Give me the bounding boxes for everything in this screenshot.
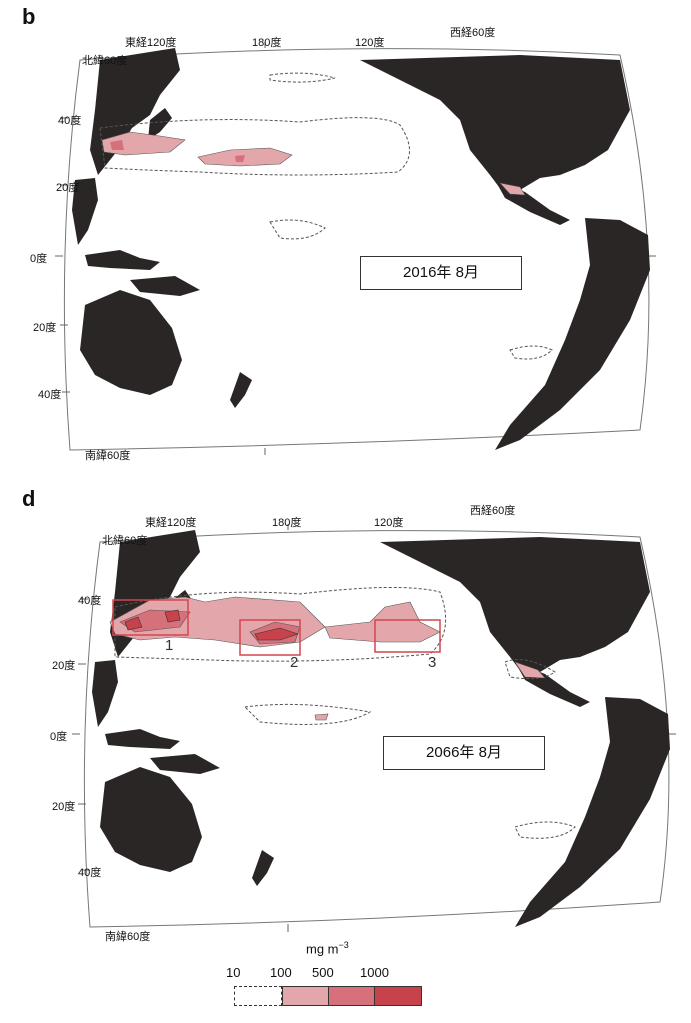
panel-letter: b [22, 4, 36, 29]
panel-letter: d [22, 486, 36, 511]
lat-label-60n: 北緯60度 [82, 55, 128, 67]
level-1000-mid [254, 627, 299, 641]
lon-label-120e: 東経120度 [125, 37, 177, 49]
contour-10-pacific [269, 219, 326, 240]
lat-label-40n: 40度 [58, 115, 82, 127]
legend-tick-10: 10 [226, 965, 241, 980]
contour-10-north [114, 586, 447, 662]
lat-label-60s: 南緯60度 [105, 931, 151, 943]
contour-10-north [99, 117, 410, 176]
lon-label-60w: 西経60度 [470, 505, 516, 517]
graticule-ticks [55, 42, 656, 455]
map-2016 [55, 42, 656, 455]
level-100-mexico [514, 661, 546, 679]
contour-10-seaspot [269, 72, 336, 83]
land-south-america [495, 218, 650, 450]
contour-10-south [509, 345, 553, 360]
contour-10-mid [243, 703, 372, 725]
lat-label-20s: 20度 [33, 322, 57, 334]
lat-label-40s: 40度 [78, 867, 102, 879]
lat-label-20n: 20度 [52, 660, 76, 672]
lat-label-60s: 南緯60度 [85, 450, 131, 462]
land-new-zealand [230, 372, 252, 408]
map-panel-2016: b 東経120度 180度 120度 西経60度 北緯60度 40度 20度 0… [0, 0, 691, 480]
land-australia [100, 767, 202, 872]
lat-label-20n: 20度 [56, 182, 80, 194]
level-1000-west [124, 616, 143, 631]
legend-swatch-10 [234, 986, 282, 1006]
lon-label-60w: 西経60度 [450, 27, 496, 39]
land-japan [148, 108, 172, 140]
land-south-america [515, 697, 670, 927]
region-box-3 [374, 619, 441, 653]
contour-10-mexico [504, 659, 556, 680]
region-label-3: 3 [428, 654, 437, 671]
level-100-central-pacific [197, 147, 293, 167]
contour-10-south [514, 821, 576, 839]
land-north-america [380, 537, 650, 677]
lon-label-120w: 120度 [355, 37, 385, 49]
land-indonesia [105, 729, 180, 749]
lon-label-180: 180度 [252, 37, 282, 49]
graticule-ticks [72, 524, 676, 932]
level-100-spot [314, 713, 329, 721]
lon-label-120w: 120度 [374, 517, 404, 529]
legend-tick-100: 100 [270, 965, 292, 980]
lat-label-60n: 北緯60度 [102, 535, 148, 547]
lat-label-40s: 40度 [38, 389, 62, 401]
level-100-mexico [499, 182, 526, 196]
lat-label-0: 0度 [30, 253, 48, 265]
land-new-guinea [150, 754, 220, 774]
lat-label-0: 0度 [50, 731, 68, 743]
region-box-2 [239, 619, 301, 656]
map-2066 [72, 524, 676, 932]
date-label-2066: 2066年 8月 [383, 736, 545, 770]
land-new-zealand [252, 850, 274, 886]
region-box-1 [112, 599, 189, 636]
legend-swatch-1000 [374, 986, 422, 1006]
level-1000-jp [164, 609, 181, 623]
region-label-1: 1 [165, 637, 174, 654]
map-panel-2066: d 東経120度 180度 120度 西経60度 北緯60度 40度 20度 0… [0, 482, 691, 952]
level-500-pacific [235, 155, 245, 162]
date-label-2016: 2016年 8月 [360, 256, 522, 290]
legend-tick-1000: 1000 [360, 965, 389, 980]
lat-label-40n: 40度 [78, 595, 102, 607]
legend-swatch-100 [282, 986, 329, 1006]
land-indochina [72, 178, 98, 245]
lon-label-180: 180度 [272, 517, 302, 529]
level-500-japan [110, 140, 124, 150]
region-label-2: 2 [290, 654, 299, 671]
land-north-america [360, 55, 630, 195]
legend-tick-500: 500 [312, 965, 334, 980]
land-australia [80, 290, 182, 395]
legend-unit: mg m−3 [306, 940, 349, 957]
legend-swatch-500 [328, 986, 375, 1006]
land-new-guinea [130, 276, 200, 296]
land-indochina [92, 660, 118, 727]
land-indonesia [85, 250, 160, 270]
lon-label-120e: 東経120度 [145, 517, 197, 529]
level-100-east [324, 601, 441, 643]
lat-label-20s: 20度 [52, 801, 76, 813]
concentration-legend: mg m−3 10 100 500 1000 [0, 940, 691, 1020]
